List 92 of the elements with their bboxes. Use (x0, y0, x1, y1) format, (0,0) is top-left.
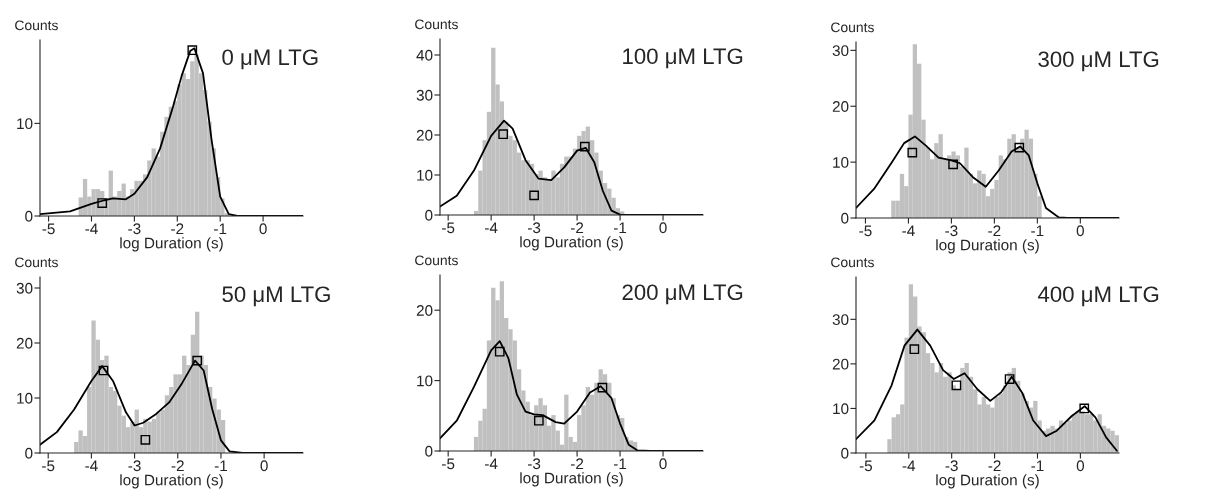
y-tick-label: 40 (416, 49, 433, 61)
y-axis-title: Counts (415, 255, 458, 266)
y-tick-label: 10 (417, 169, 433, 181)
x-tick-label: -5 (42, 460, 55, 472)
x-tick-label: -2 (171, 223, 184, 235)
x-tick-label: -1 (1031, 225, 1044, 237)
x-tick-label: -1 (613, 222, 627, 234)
chart-title: 100 μM LTG (623, 48, 743, 69)
x-tick-label: -2 (171, 460, 184, 472)
chart-title: 400 μM LTG (1037, 286, 1159, 307)
x-tick-label: 0 (260, 460, 268, 472)
x-tick-label: -3 (945, 225, 958, 237)
y-tick-label: 30 (832, 314, 849, 326)
point (579, 141, 590, 152)
point (907, 147, 918, 158)
point (533, 415, 544, 426)
y-axis-title: Counts (15, 257, 58, 268)
x-axis-title: log Duration (s) (120, 474, 223, 489)
x-tick-label: -1 (214, 223, 227, 235)
chart-title: 50 μM LTG (222, 286, 330, 307)
y-tick-label: 20 (416, 129, 433, 141)
y-tick-label: 0 (841, 447, 849, 459)
x-tick-label: -4 (85, 223, 98, 235)
point (1014, 142, 1025, 153)
point (948, 159, 958, 170)
point (1004, 374, 1015, 384)
point (529, 190, 539, 201)
point (192, 355, 203, 366)
x-tick-label: -3 (528, 458, 541, 470)
x-tick-label: -1 (613, 458, 627, 470)
y-tick-label: 30 (416, 89, 433, 101)
x-axis-title: log Duration (s) (120, 237, 223, 252)
chart-title: 300 μM LTG (1038, 51, 1159, 72)
point (498, 129, 509, 140)
x-tick-label: -3 (128, 223, 141, 235)
y-tick-label: 0 (425, 445, 433, 457)
y-tick-label: 30 (832, 45, 849, 57)
y-axis-title: Counts (15, 20, 58, 31)
y-tick-label: 10 (833, 403, 849, 415)
y-tick-label: 0 (425, 209, 433, 221)
y-tick-label: 30 (16, 282, 33, 294)
point (140, 434, 151, 445)
y-tick-label: 10 (833, 156, 849, 168)
x-tick-label: -5 (859, 460, 873, 472)
y-tick-label: 20 (16, 337, 33, 349)
x-tick-label: -1 (214, 460, 227, 472)
point (951, 380, 962, 391)
x-axis-title: log Duration (s) (520, 472, 623, 487)
point (1079, 403, 1090, 414)
y-tick-label: 10 (417, 375, 433, 387)
y-tick-label: 20 (832, 358, 849, 370)
y-axis-title: Counts (831, 22, 874, 33)
x-axis-title: log Duration (s) (936, 239, 1039, 254)
x-tick-label: 0 (259, 223, 267, 235)
x-tick-label: -3 (528, 222, 541, 234)
x-tick-label: 0 (1076, 460, 1085, 472)
x-tick-label: -5 (859, 225, 872, 237)
chart-title: 200 μM LTG (622, 284, 743, 305)
y-tick-label: 20 (416, 305, 433, 316)
x-axis-title: log Duration (s) (936, 474, 1039, 489)
y-tick-label: 0 (841, 212, 849, 224)
x-tick-label: -2 (988, 460, 1001, 472)
y-tick-label: 10 (17, 118, 33, 130)
x-tick-label: -3 (945, 460, 958, 472)
x-tick-label: -2 (988, 225, 1001, 237)
x-tick-label: -2 (570, 222, 584, 234)
x-tick-label: -4 (485, 222, 498, 234)
x-tick-label: -5 (42, 223, 55, 235)
y-tick-label: 10 (17, 392, 33, 404)
x-tick-label: 0 (659, 222, 667, 234)
y-tick-label: 0 (25, 447, 33, 459)
chart-title: 0 μM LTG (222, 49, 318, 70)
point (597, 382, 608, 393)
x-tick-label: -5 (442, 222, 455, 234)
x-tick-label: -4 (902, 460, 916, 472)
x-tick-label: 0 (659, 458, 667, 470)
point (909, 344, 920, 355)
x-tick-label: 0 (1076, 225, 1084, 237)
x-tick-label: -4 (485, 458, 498, 470)
x-tick-label: -2 (570, 458, 584, 470)
point (98, 365, 109, 376)
y-tick-label: 0 (25, 210, 33, 222)
y-axis-title: Counts (415, 19, 458, 30)
x-tick-label: -3 (128, 460, 141, 472)
point (494, 346, 505, 357)
x-tick-label: -4 (902, 225, 915, 237)
y-tick-label: 20 (832, 101, 849, 112)
x-axis-title: log Duration (s) (520, 236, 623, 251)
x-tick-label: -1 (1031, 460, 1044, 472)
x-tick-label: -4 (85, 460, 98, 472)
x-tick-label: -5 (442, 458, 455, 470)
y-axis-title: Counts (831, 257, 874, 268)
